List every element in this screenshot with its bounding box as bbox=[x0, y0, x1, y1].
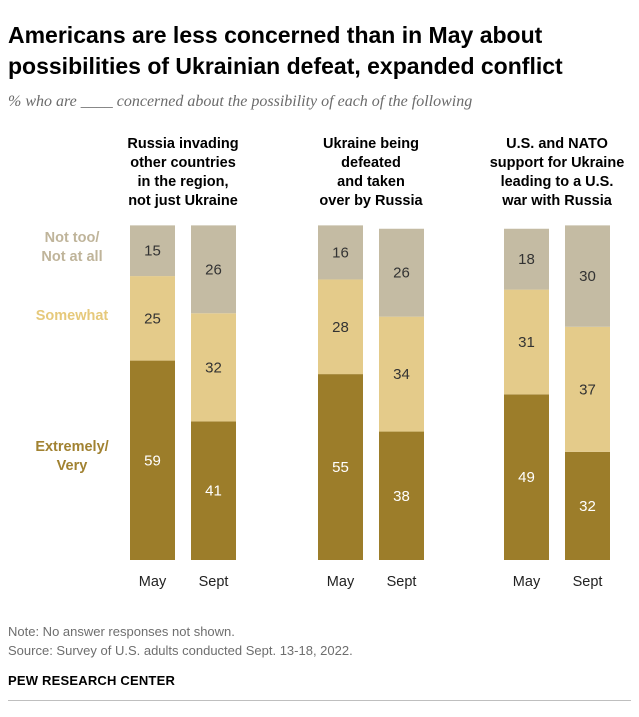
bottom-divider bbox=[8, 700, 631, 701]
legend-not_too-label: Not at all bbox=[41, 249, 102, 265]
bar-somewhat-may bbox=[130, 276, 175, 361]
chart-note: Note: No answer responses not shown. bbox=[8, 624, 235, 639]
data-label-extremely: 32 bbox=[579, 498, 596, 515]
data-label-somewhat: 31 bbox=[518, 334, 535, 351]
x-axis-label-may: May bbox=[139, 574, 167, 590]
panel-3-title: war with Russia bbox=[501, 193, 613, 209]
legend-extremely-label: Extremely/ bbox=[35, 439, 108, 455]
x-axis-label-sept: Sept bbox=[573, 574, 603, 590]
bar-not_too-may bbox=[130, 225, 175, 277]
bar-somewhat-may bbox=[318, 279, 363, 375]
bar-not_too-may bbox=[318, 225, 363, 280]
data-label-not_too: 30 bbox=[579, 268, 596, 285]
panel-2-title: defeated bbox=[341, 155, 401, 171]
data-label-somewhat: 37 bbox=[579, 381, 596, 398]
legend-not_too-label: Not too/ bbox=[45, 230, 100, 246]
panel-3-title: U.S. and NATO bbox=[506, 136, 608, 152]
brand-label: PEW RESEARCH CENTER bbox=[8, 673, 176, 688]
bar-not_too-sept bbox=[379, 228, 424, 317]
x-axis-label-sept: Sept bbox=[199, 574, 229, 590]
bar-somewhat-sept bbox=[191, 313, 236, 422]
panel-1-title: Russia invading bbox=[127, 136, 238, 152]
data-label-somewhat: 25 bbox=[144, 310, 161, 327]
bar-extremely-sept bbox=[565, 451, 610, 560]
data-label-somewhat: 34 bbox=[393, 366, 410, 383]
panel-1-title: not just Ukraine bbox=[128, 193, 238, 209]
bar-not_too-sept bbox=[565, 225, 610, 327]
data-label-extremely: 55 bbox=[332, 459, 349, 476]
panel-1-title: in the region, bbox=[137, 174, 228, 190]
data-label-extremely: 41 bbox=[205, 483, 222, 500]
x-axis-label-sept: Sept bbox=[387, 574, 417, 590]
data-label-not_too: 26 bbox=[205, 261, 222, 278]
bar-extremely-may bbox=[130, 360, 175, 560]
legend-somewhat-label: Somewhat bbox=[36, 308, 109, 324]
data-label-not_too: 18 bbox=[518, 251, 535, 268]
bar-somewhat-may bbox=[504, 289, 549, 395]
bar-extremely-may bbox=[318, 374, 363, 560]
data-label-not_too: 16 bbox=[332, 244, 349, 261]
chart-subtitle: % who are ____ concerned about the possi… bbox=[8, 93, 473, 110]
legend-extremely-label: Very bbox=[57, 458, 88, 474]
panel-3-title: leading to a U.S. bbox=[501, 174, 614, 190]
x-axis-label-may: May bbox=[513, 574, 541, 590]
data-label-somewhat: 28 bbox=[332, 319, 349, 336]
data-label-somewhat: 32 bbox=[205, 359, 222, 376]
bar-extremely-may bbox=[504, 394, 549, 560]
data-label-not_too: 26 bbox=[393, 265, 410, 282]
x-axis-label-may: May bbox=[327, 574, 355, 590]
panel-3-title: support for Ukraine bbox=[490, 155, 625, 171]
data-label-not_too: 15 bbox=[144, 243, 161, 260]
panel-2-title: over by Russia bbox=[319, 193, 423, 209]
bar-not_too-sept bbox=[191, 225, 236, 314]
chart-source: Source: Survey of U.S. adults conducted … bbox=[8, 643, 353, 658]
bar-somewhat-sept bbox=[565, 326, 610, 452]
chart-title: Americans are less concerned than in May… bbox=[8, 22, 563, 79]
panel-2-title: and taken bbox=[337, 174, 405, 190]
data-label-extremely: 59 bbox=[144, 452, 161, 469]
bar-somewhat-sept bbox=[379, 316, 424, 432]
data-label-extremely: 49 bbox=[518, 469, 535, 486]
panel-1-title: other countries bbox=[130, 155, 236, 171]
panel-2-title: Ukraine being bbox=[323, 136, 419, 152]
data-label-extremely: 38 bbox=[393, 488, 410, 505]
bar-extremely-sept bbox=[191, 421, 236, 560]
bar-not_too-may bbox=[504, 228, 549, 290]
bar-extremely-sept bbox=[379, 431, 424, 560]
